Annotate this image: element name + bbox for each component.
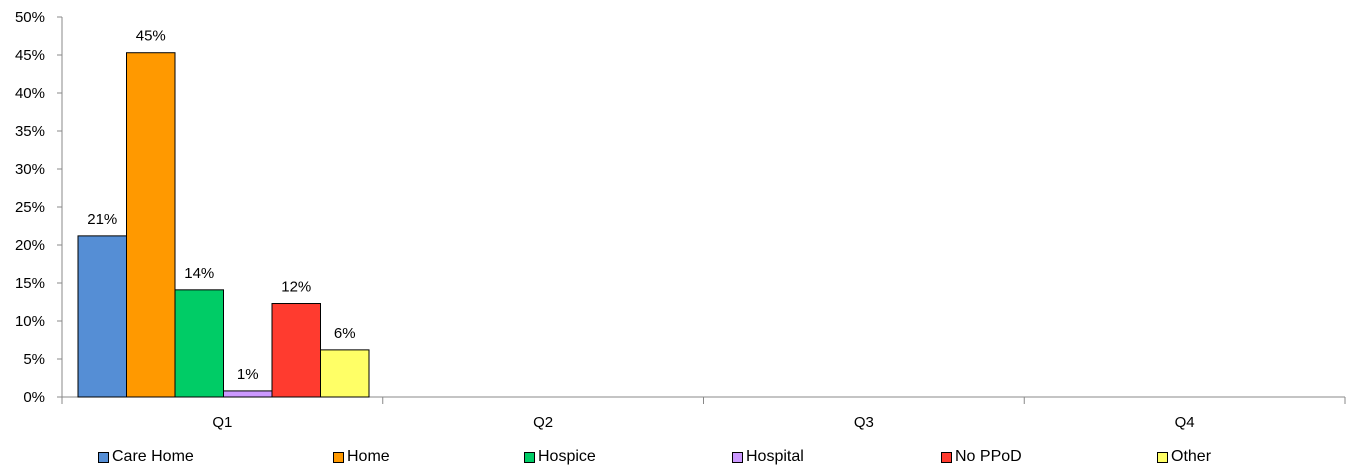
legend-item-care-home: Care Home bbox=[98, 448, 194, 466]
legend-swatch bbox=[98, 451, 109, 463]
bar-hospital bbox=[223, 390, 273, 398]
x-tick-label: Q3 bbox=[854, 414, 874, 431]
y-tick-label: 30% bbox=[15, 161, 45, 178]
y-tick-label: 20% bbox=[15, 237, 45, 254]
y-tick-label: 45% bbox=[15, 47, 45, 64]
bar-care-home bbox=[77, 235, 127, 398]
legend-swatch bbox=[333, 451, 344, 463]
legend-item-hospice: Hospice bbox=[524, 448, 596, 466]
bar-hospice bbox=[174, 289, 224, 398]
legend-item-hospital: Hospital bbox=[732, 448, 804, 466]
legend-item-home: Home bbox=[333, 448, 390, 466]
legend-label: Hospice bbox=[538, 448, 596, 465]
y-tick-label: 50% bbox=[15, 9, 45, 26]
bar-no-ppod bbox=[271, 303, 321, 398]
y-tick-label: 25% bbox=[15, 199, 45, 216]
data-label: 6% bbox=[334, 325, 356, 342]
legend-swatch bbox=[524, 451, 535, 463]
bar-chart: 0% 5% 10% 15% 20% 25% 30% 35% 40% 45% 50% Q1 Q2 Q3 Q4 2… bbox=[15, 9, 1346, 431]
legend-label: Home bbox=[347, 448, 390, 465]
y-tick-label: 10% bbox=[15, 313, 45, 330]
data-label: 1% bbox=[237, 366, 259, 383]
x-tick-label: Q1 bbox=[212, 414, 232, 431]
legend-swatch bbox=[732, 451, 743, 463]
y-tick-label: 0% bbox=[23, 389, 45, 406]
bar-other bbox=[320, 349, 370, 398]
y-tick-label: 5% bbox=[23, 351, 45, 368]
legend-swatch bbox=[1157, 451, 1168, 463]
data-label: 12% bbox=[281, 279, 311, 296]
legend-label: Hospital bbox=[746, 448, 804, 465]
y-tick-label: 15% bbox=[15, 275, 45, 292]
bar-home bbox=[126, 52, 176, 398]
legend-item-other: Other bbox=[1157, 448, 1211, 466]
x-tick-label: Q2 bbox=[533, 414, 553, 431]
x-tick-label: Q4 bbox=[1175, 414, 1195, 431]
legend-item-no-ppod: No PPoD bbox=[941, 448, 1022, 466]
legend-label: No PPoD bbox=[955, 448, 1022, 465]
data-label: 14% bbox=[184, 265, 214, 282]
legend-label: Other bbox=[1171, 448, 1212, 465]
y-tick-label: 40% bbox=[15, 85, 45, 102]
legend: Care Home Home Hospice Hospital No PPoD Other bbox=[0, 448, 1351, 472]
y-tick-label: 35% bbox=[15, 123, 45, 140]
data-label: 21% bbox=[87, 211, 117, 228]
legend-swatch bbox=[941, 451, 952, 463]
data-label: 45% bbox=[136, 28, 166, 45]
legend-label: Care Home bbox=[112, 448, 194, 465]
